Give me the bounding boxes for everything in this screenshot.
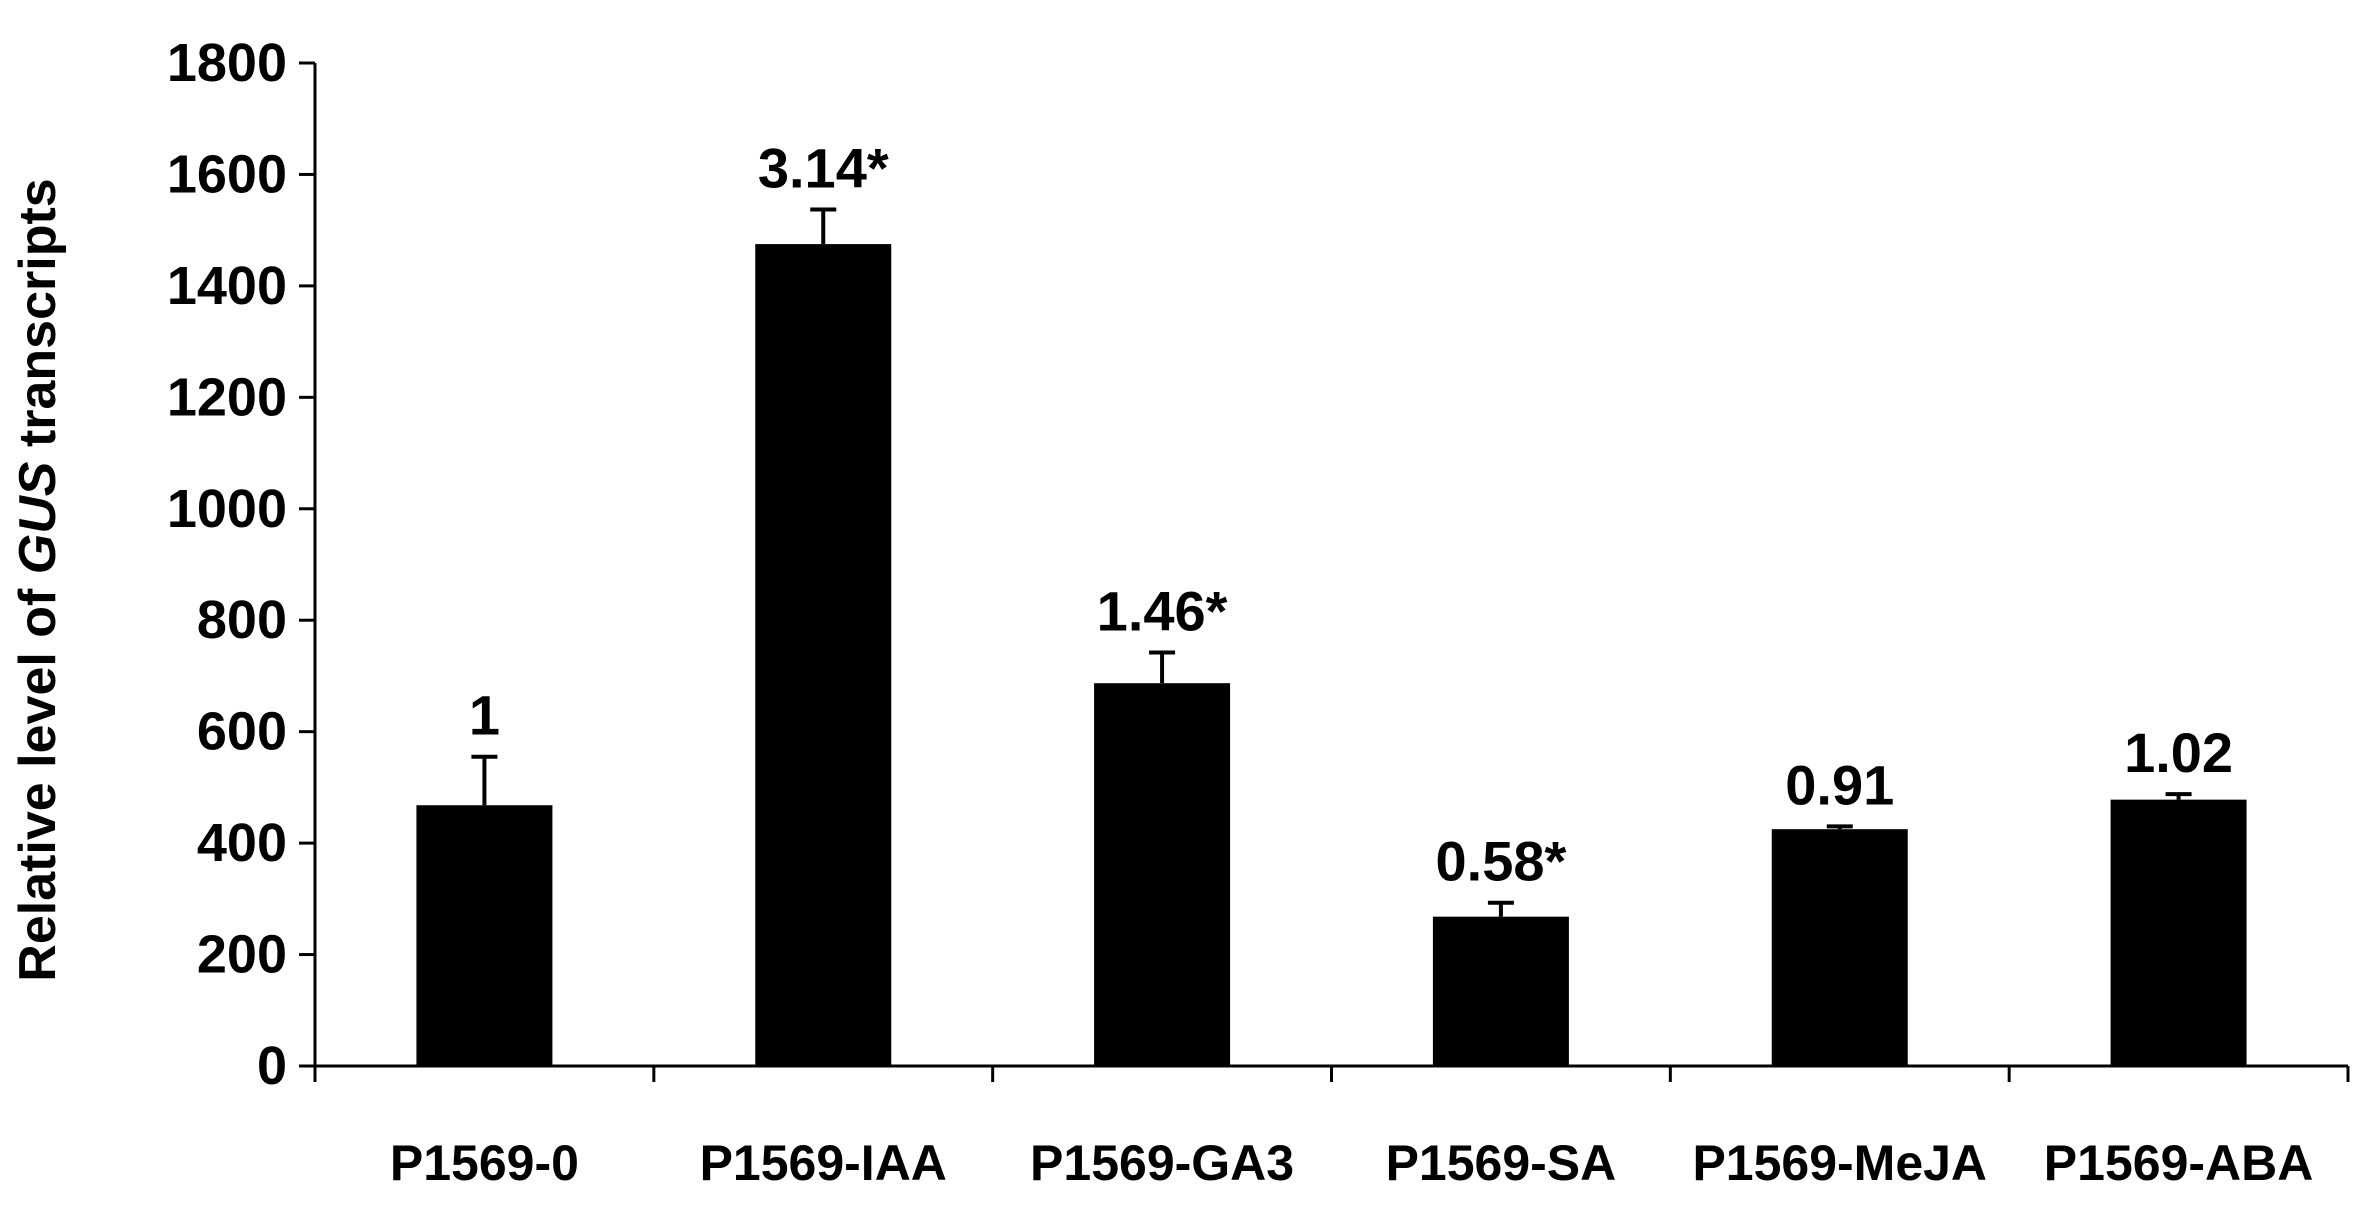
y-axis-label: Relative level of GUS transcripts [9, 178, 67, 981]
y-tick-label: 800 [197, 590, 287, 650]
y-axis-label-suffix: transcripts [9, 178, 67, 461]
data-label: 1.02 [2124, 721, 2233, 784]
x-tick-label: P1569-IAA [700, 1135, 947, 1191]
x-tick-label: P1569-ABA [2044, 1135, 2314, 1191]
data-label: 0.91 [1785, 753, 1894, 816]
y-tick-label: 1800 [167, 33, 287, 93]
y-tick-label: 400 [197, 813, 287, 873]
y-tick-label: 1000 [167, 479, 287, 539]
x-tick-label: P1569-GA3 [1030, 1135, 1294, 1191]
bar [755, 244, 892, 1066]
y-tick-label: 200 [197, 925, 287, 985]
bar [416, 805, 553, 1066]
y-tick-label: 1600 [167, 144, 287, 204]
y-tick-label: 0 [257, 1036, 287, 1096]
data-label: 0.58* [1436, 830, 1567, 893]
y-tick-label: 600 [197, 702, 287, 762]
bar [1432, 916, 1569, 1066]
data-label: 1 [469, 684, 500, 747]
data-label: 3.14* [758, 137, 889, 200]
x-tick-label: P1569-0 [390, 1135, 579, 1191]
data-label: 1.46* [1097, 580, 1228, 643]
y-axis-label-italic: GUS [9, 461, 67, 574]
y-tick-label: 1400 [167, 256, 287, 316]
bar [2110, 799, 2247, 1066]
bar [1094, 683, 1231, 1066]
x-tick-label: P1569-MeJA [1692, 1135, 1987, 1191]
bar [1771, 829, 1908, 1066]
y-axis-label-prefix: Relative level of [9, 574, 67, 982]
y-tick-label: 1200 [167, 367, 287, 427]
x-tick-label: P1569-SA [1386, 1135, 1617, 1191]
